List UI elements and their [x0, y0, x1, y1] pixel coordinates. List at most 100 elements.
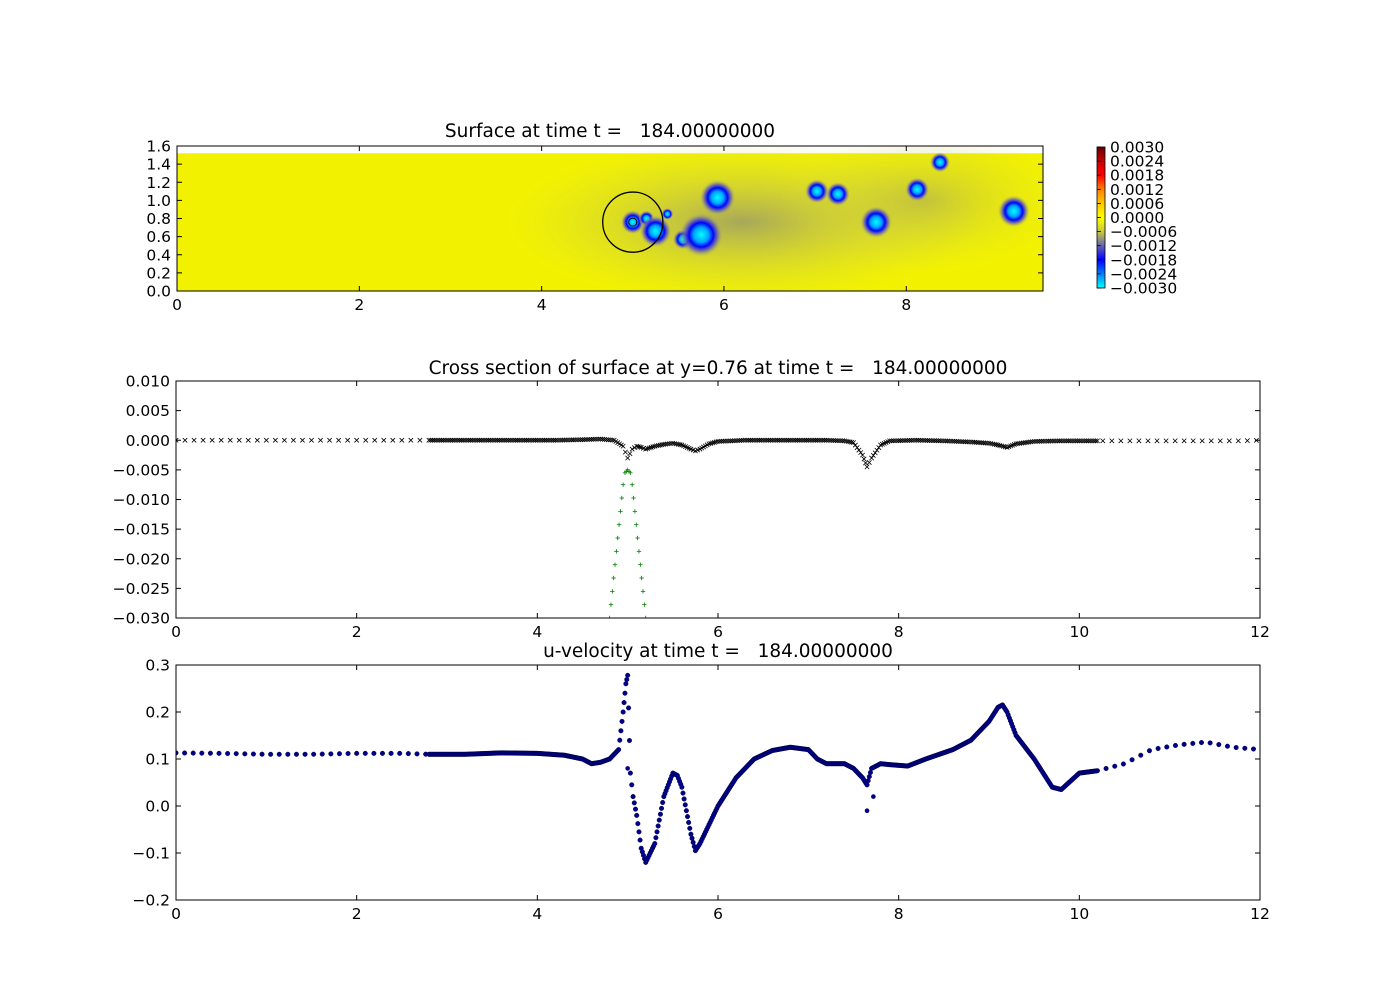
cross-section-point: [764, 437, 770, 443]
cross-section-point: [814, 437, 820, 443]
colorbar-tick-label: 0.0006: [1110, 195, 1164, 213]
cross-section-point: [236, 437, 242, 443]
cross-section-point: [627, 451, 633, 457]
cross-section-point: [932, 438, 938, 444]
u-velocity-point: [621, 700, 627, 706]
cross-section-point: [442, 437, 448, 443]
cross-section-point: [629, 446, 635, 452]
cross-section-point: [782, 437, 788, 443]
cross-section-point: [1000, 443, 1006, 449]
u-velocity-point: [1112, 763, 1118, 769]
cross-section-point: [408, 437, 414, 443]
u-velocity-point: [250, 751, 256, 757]
cross-section-point: [811, 437, 817, 443]
u-velocity-point: [259, 751, 265, 757]
cross-section-point: [547, 437, 553, 443]
cross-section-point: [766, 437, 772, 443]
colorbar-tick-label: 0.0030: [1110, 139, 1164, 157]
cross-section-point: [1060, 438, 1066, 444]
u-velocity-point: [345, 751, 351, 757]
cross-section-point: [751, 437, 757, 443]
cross-section-point: [542, 437, 548, 443]
colorbar: 0.00300.00240.00180.00120.00060.0000−0.0…: [1096, 139, 1177, 298]
u-velocity-title: u-velocity at time t = 184.00000000: [543, 641, 893, 662]
u-velocity-point: [1216, 742, 1222, 748]
u-velocity-frame: [175, 664, 1261, 901]
cross-section-point: [458, 437, 464, 443]
cross-section-point: [480, 437, 486, 443]
cross-section-point: [637, 444, 643, 450]
cross-section-point: [771, 437, 777, 443]
u-velocity-point: [1181, 741, 1187, 747]
cross-section-point: [533, 437, 539, 443]
bottom-profile-point: [614, 549, 619, 554]
cross-section-point: [791, 437, 797, 443]
y-tick-label: 0.3: [145, 657, 170, 675]
cross-section-point: [820, 437, 826, 443]
cross-section-point: [1172, 438, 1178, 444]
cross-section-point: [860, 452, 866, 458]
y-tick-label: 0.6: [146, 228, 171, 246]
cross-section-point: [1145, 438, 1151, 444]
u-velocity-point: [681, 796, 687, 802]
y-tick-label: 0.2: [146, 264, 171, 282]
cross-section-point: [887, 438, 893, 444]
cross-section-point: [570, 437, 576, 443]
cross-section-point: [866, 459, 872, 465]
surface-vortex-blob: [804, 179, 829, 204]
u-velocity-point: [686, 819, 692, 825]
cross-section-point: [1058, 438, 1064, 444]
cross-section-point: [551, 437, 557, 443]
cross-section-point: [536, 437, 542, 443]
cross-section-point: [478, 437, 484, 443]
bottom-profile-point: [640, 589, 646, 594]
cross-section-point: [609, 437, 615, 443]
u-velocity-point: [328, 751, 334, 757]
cross-section-point: [518, 437, 524, 443]
cross-section-point: [869, 455, 875, 461]
colorbar-tick-label: −0.0018: [1110, 251, 1177, 269]
cross-section-point: [390, 437, 396, 443]
cross-section-point: [901, 438, 907, 444]
x-tick-label: 4: [532, 623, 542, 641]
y-tick-label: −0.020: [113, 550, 170, 568]
u-velocity-point: [207, 750, 213, 756]
y-tick-label: −0.005: [113, 461, 170, 479]
cross-section-point: [1078, 438, 1084, 444]
cross-section-point: [600, 436, 605, 442]
bottom-profile-point: [635, 535, 640, 541]
cross-section-point: [1244, 438, 1250, 444]
x-tick-label: 6: [719, 296, 729, 314]
x-tick-label: 10: [1069, 905, 1089, 923]
bottom-profile-point: [608, 602, 614, 607]
x-tick-label: 0: [172, 296, 182, 314]
cross-section-point: [634, 443, 640, 449]
surface-vortex-blob: [679, 212, 724, 257]
cross-section-point: [934, 438, 940, 444]
x-tick-label: 4: [532, 905, 542, 923]
surface-vortex-blob: [699, 179, 736, 216]
colorbar-tick-label: 0.0000: [1110, 209, 1164, 227]
cross-section-point: [890, 438, 896, 444]
u-velocity-point: [865, 778, 871, 784]
u-velocity-point: [388, 750, 394, 756]
x-tick-label: 2: [352, 905, 362, 923]
cross-section-point: [227, 437, 233, 443]
cross-section-point: [916, 437, 922, 443]
cross-section-point: [607, 437, 613, 443]
u-velocity-point: [285, 751, 291, 757]
cross-section-point: [417, 437, 423, 443]
u-velocity-point: [636, 829, 642, 835]
cross-section-point: [498, 437, 504, 443]
cross-section-point: [560, 437, 566, 443]
cross-section-point: [327, 437, 333, 443]
u-velocity-point: [1103, 765, 1109, 771]
cross-section-point: [804, 437, 810, 443]
cross-section-point: [899, 438, 905, 444]
cross-section-point: [1084, 438, 1090, 444]
cross-section-point: [1118, 438, 1124, 444]
u-velocity-point: [379, 750, 385, 756]
cross-section-point: [999, 443, 1005, 449]
cross-section-point: [552, 437, 558, 443]
u-velocity-point: [233, 751, 239, 757]
